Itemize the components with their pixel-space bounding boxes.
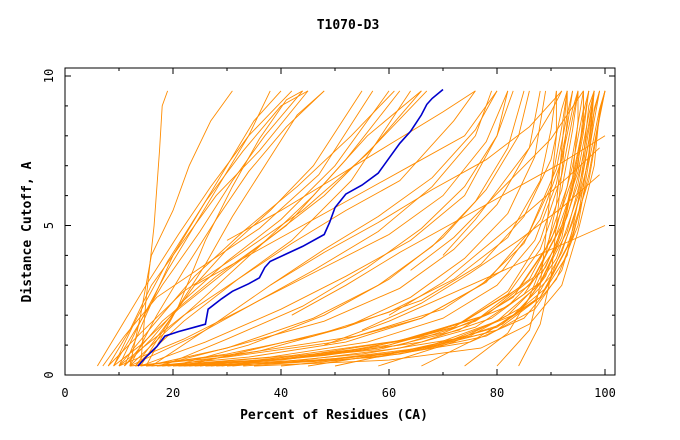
model-series-line <box>102 90 374 367</box>
model-series-line <box>140 90 514 367</box>
model-series-line <box>388 147 600 316</box>
model-series-line <box>442 90 563 256</box>
chart-title: T1070-D3 <box>317 18 380 33</box>
series-group <box>97 88 606 367</box>
model-series-line <box>361 174 600 331</box>
y-tick-label: 0 <box>42 371 56 378</box>
model-series-line <box>113 90 309 367</box>
model-series-line <box>118 90 493 367</box>
x-axis-label: Percent of Residues (CA) <box>240 408 428 423</box>
model-series-line <box>145 90 303 367</box>
model-series-line <box>221 90 595 367</box>
y-tick-label: 5 <box>42 222 56 229</box>
model-series-line <box>269 90 563 286</box>
model-series-line <box>167 90 547 367</box>
x-tick-label: 20 <box>166 386 180 400</box>
model-series-line <box>134 90 476 367</box>
model-series-line <box>464 90 568 367</box>
model-series-line <box>134 90 363 367</box>
model-series-line <box>378 90 584 367</box>
model-series-line <box>167 90 584 367</box>
model-series-line <box>113 90 303 367</box>
model-series-line <box>496 90 557 367</box>
model-series-line <box>199 90 590 367</box>
x-tick-label: 100 <box>594 386 616 400</box>
model-series-line <box>291 135 606 316</box>
model-series-line <box>194 90 498 286</box>
x-tick-label: 0 <box>61 386 68 400</box>
model-series-line <box>124 90 390 367</box>
tick-labels: 0 20 40 60 80 100 0 5 10 <box>42 69 616 400</box>
x-tick-label: 80 <box>490 386 504 400</box>
model-series-line <box>140 90 557 367</box>
model-series-line <box>324 225 606 346</box>
model-series-line <box>140 90 325 367</box>
model-series-line <box>518 90 568 367</box>
model-series-line <box>129 90 509 367</box>
model-series-line <box>162 90 509 367</box>
model-series-line <box>189 90 595 367</box>
x-tick-label: 40 <box>274 386 288 400</box>
model-series-line <box>135 90 579 367</box>
model-series-line <box>253 90 606 367</box>
model-series-line <box>129 90 233 367</box>
y-tick-label: 10 <box>42 69 56 83</box>
y-axis-label: Distance Cutoff, A <box>20 161 35 302</box>
model-series-line <box>226 90 606 367</box>
plot-frame <box>64 67 616 376</box>
model-series-line <box>183 90 568 367</box>
x-tick-label: 60 <box>382 386 396 400</box>
highlight-series-line <box>137 88 444 367</box>
model-series-line <box>107 90 422 367</box>
model-series-line <box>156 90 541 367</box>
model-series-line <box>280 90 595 367</box>
model-series-line <box>172 90 579 367</box>
model-series-line <box>145 90 525 367</box>
model-series-line <box>334 90 590 367</box>
model-series-line <box>162 90 574 367</box>
model-series-line <box>113 90 401 367</box>
model-series-line <box>129 90 422 367</box>
model-series-line <box>97 90 293 367</box>
model-series-line <box>410 90 584 271</box>
model-series-line <box>226 90 476 241</box>
